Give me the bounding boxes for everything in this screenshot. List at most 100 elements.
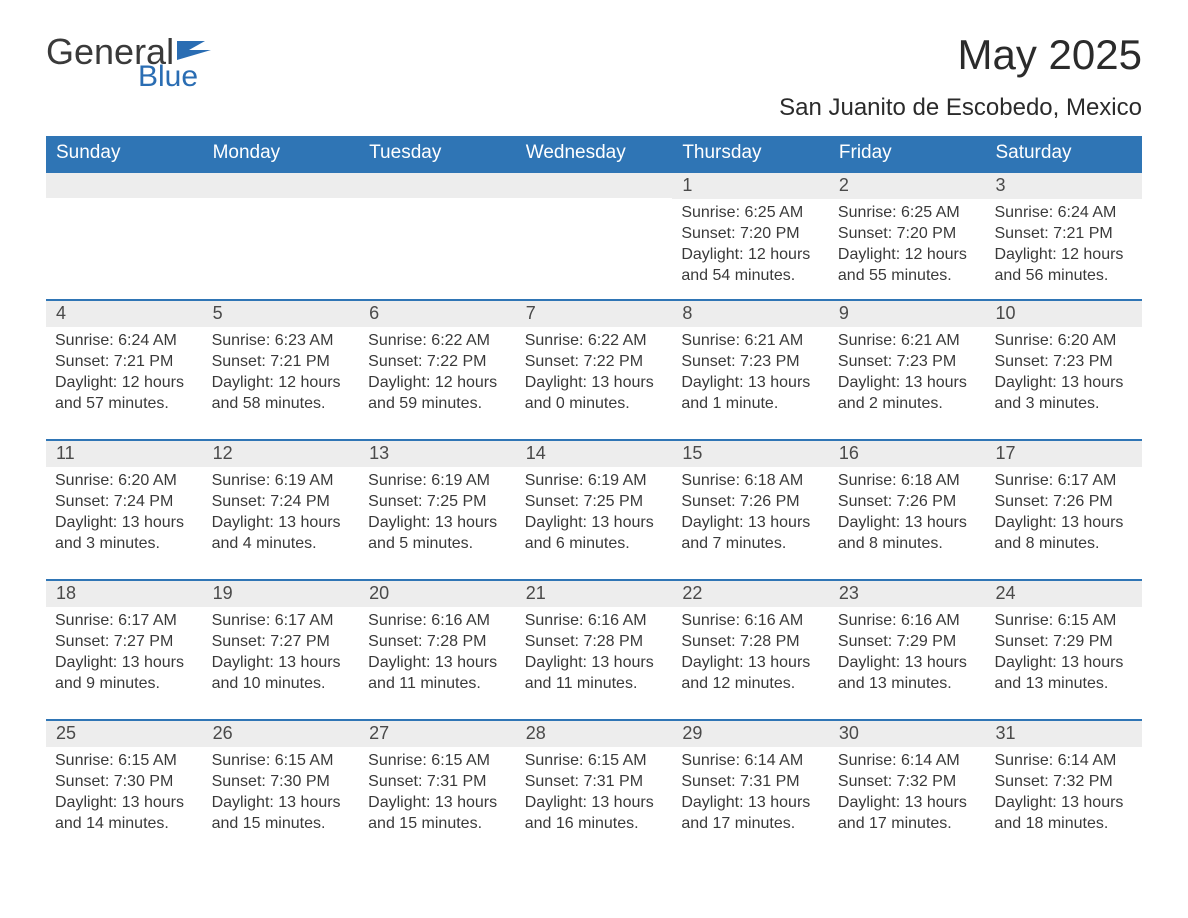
- day-cell: 18Sunrise: 6:17 AMSunset: 7:27 PMDayligh…: [46, 581, 203, 719]
- sunset-line: Sunset: 7:29 PM: [838, 631, 980, 652]
- day-details: Sunrise: 6:24 AMSunset: 7:21 PMDaylight:…: [991, 199, 1136, 286]
- day-details: Sunrise: 6:17 AMSunset: 7:26 PMDaylight:…: [991, 467, 1136, 554]
- sunset-line: Sunset: 7:27 PM: [212, 631, 354, 652]
- day-details: Sunrise: 6:16 AMSunset: 7:28 PMDaylight:…: [365, 607, 510, 694]
- sunset-line: Sunset: 7:23 PM: [838, 351, 980, 372]
- day-cell: 29Sunrise: 6:14 AMSunset: 7:31 PMDayligh…: [672, 721, 829, 859]
- daylight-line: Daylight: 13 hours and 7 minutes.: [681, 512, 823, 554]
- sunrise-line: Sunrise: 6:16 AM: [681, 610, 823, 631]
- day-number: 4: [46, 301, 203, 327]
- sunset-line: Sunset: 7:26 PM: [838, 491, 980, 512]
- sunset-line: Sunset: 7:20 PM: [681, 223, 823, 244]
- daylight-line: Daylight: 13 hours and 18 minutes.: [994, 792, 1136, 834]
- day-number: 20: [359, 581, 516, 607]
- day-number: 5: [203, 301, 360, 327]
- sunrise-line: Sunrise: 6:21 AM: [681, 330, 823, 351]
- brand-logo: General Blue: [46, 34, 211, 92]
- calendar-grid: SundayMondayTuesdayWednesdayThursdayFrid…: [46, 136, 1142, 859]
- day-details: Sunrise: 6:16 AMSunset: 7:28 PMDaylight:…: [522, 607, 667, 694]
- day-number: 10: [985, 301, 1142, 327]
- brand-word-2: Blue: [138, 62, 211, 92]
- day-number: [359, 173, 516, 198]
- day-cell: 12Sunrise: 6:19 AMSunset: 7:24 PMDayligh…: [203, 441, 360, 579]
- sunrise-line: Sunrise: 6:16 AM: [838, 610, 980, 631]
- sunrise-line: Sunrise: 6:17 AM: [212, 610, 354, 631]
- sunrise-line: Sunrise: 6:17 AM: [994, 470, 1136, 491]
- sunrise-line: Sunrise: 6:19 AM: [368, 470, 510, 491]
- day-cell: 14 Sunrise: 6:19 AMSunset: 7:25 PMDayligh…: [516, 441, 673, 579]
- weekday-header: Tuesday: [359, 136, 516, 171]
- day-cell: 15Sunrise: 6:18 AMSunset: 7:26 PMDayligh…: [672, 441, 829, 579]
- day-cell: 28Sunrise: 6:15 AMSunset: 7:31 PMDayligh…: [516, 721, 673, 859]
- daylight-line: Daylight: 13 hours and 13 minutes.: [838, 652, 980, 694]
- day-cell: 19Sunrise: 6:17 AMSunset: 7:27 PMDayligh…: [203, 581, 360, 719]
- sunset-line: Sunset: 7:25 PM: [525, 491, 667, 512]
- day-number: 2: [829, 173, 986, 199]
- day-cell: 11Sunrise: 6:20 AMSunset: 7:24 PMDayligh…: [46, 441, 203, 579]
- day-cell: 10Sunrise: 6:20 AMSunset: 7:23 PMDayligh…: [985, 301, 1142, 439]
- sunrise-line: Sunrise: 6:16 AM: [368, 610, 510, 631]
- day-cell: 20Sunrise: 6:16 AMSunset: 7:28 PMDayligh…: [359, 581, 516, 719]
- daylight-line: Daylight: 13 hours and 3 minutes.: [994, 372, 1136, 414]
- daylight-line: Daylight: 13 hours and 17 minutes.: [838, 792, 980, 834]
- day-details: Sunrise: 6:14 AMSunset: 7:32 PMDaylight:…: [835, 747, 980, 834]
- daylight-line: Daylight: 13 hours and 12 minutes.: [681, 652, 823, 694]
- weekday-header: Thursday: [672, 136, 829, 171]
- day-number: 7: [516, 301, 673, 327]
- sunrise-line: Sunrise: 6:14 AM: [681, 750, 823, 771]
- day-number: 23: [829, 581, 986, 607]
- day-cell: 5 Sunrise: 6:23 AMSunset: 7:21 PMDaylight…: [203, 301, 360, 439]
- sunset-line: Sunset: 7:26 PM: [681, 491, 823, 512]
- daylight-line: Daylight: 13 hours and 6 minutes.: [525, 512, 667, 554]
- daylight-line: Daylight: 13 hours and 2 minutes.: [838, 372, 980, 414]
- weekday-header: Saturday: [985, 136, 1142, 171]
- sunset-line: Sunset: 7:28 PM: [368, 631, 510, 652]
- day-details: Sunrise: 6:19 AMSunset: 7:24 PMDaylight:…: [209, 467, 354, 554]
- sunrise-line: Sunrise: 6:18 AM: [681, 470, 823, 491]
- day-details: Sunrise: 6:15 AMSunset: 7:31 PMDaylight:…: [522, 747, 667, 834]
- sunrise-line: Sunrise: 6:22 AM: [368, 330, 510, 351]
- day-details: Sunrise: 6:17 AMSunset: 7:27 PMDaylight:…: [52, 607, 197, 694]
- sunset-line: Sunset: 7:21 PM: [212, 351, 354, 372]
- sunset-line: Sunset: 7:22 PM: [525, 351, 667, 372]
- day-cell: 17Sunrise: 6:17 AMSunset: 7:26 PMDayligh…: [985, 441, 1142, 579]
- sunrise-line: Sunrise: 6:15 AM: [212, 750, 354, 771]
- day-number: 8: [672, 301, 829, 327]
- sunrise-line: Sunrise: 6:15 AM: [55, 750, 197, 771]
- sunrise-line: Sunrise: 6:20 AM: [994, 330, 1136, 351]
- day-details: Sunrise: 6:25 AMSunset: 7:20 PMDaylight:…: [678, 199, 823, 286]
- sunset-line: Sunset: 7:32 PM: [994, 771, 1136, 792]
- sunset-line: Sunset: 7:31 PM: [368, 771, 510, 792]
- day-cell: 25Sunrise: 6:15 AMSunset: 7:30 PMDayligh…: [46, 721, 203, 859]
- daylight-line: Daylight: 12 hours and 58 minutes.: [212, 372, 354, 414]
- week-row: 18Sunrise: 6:17 AMSunset: 7:27 PMDayligh…: [46, 579, 1142, 719]
- sunrise-line: Sunrise: 6:23 AM: [212, 330, 354, 351]
- day-number: 14: [516, 441, 673, 467]
- day-number: 30: [829, 721, 986, 747]
- day-number: 9: [829, 301, 986, 327]
- sunrise-line: Sunrise: 6:25 AM: [838, 202, 980, 223]
- day-number: 29: [672, 721, 829, 747]
- sunrise-line: Sunrise: 6:18 AM: [838, 470, 980, 491]
- weekday-header-row: SundayMondayTuesdayWednesdayThursdayFrid…: [46, 136, 1142, 171]
- sunset-line: Sunset: 7:26 PM: [994, 491, 1136, 512]
- title-block: May 2025 San Juanito de Escobedo, Mexico: [779, 34, 1142, 122]
- daylight-line: Daylight: 13 hours and 4 minutes.: [212, 512, 354, 554]
- daylight-line: Daylight: 12 hours and 56 minutes.: [994, 244, 1136, 286]
- day-details: Sunrise: 6:20 AMSunset: 7:23 PMDaylight:…: [991, 327, 1136, 414]
- sunrise-line: Sunrise: 6:21 AM: [838, 330, 980, 351]
- day-number: 12: [203, 441, 360, 467]
- sunrise-line: Sunrise: 6:19 AM: [525, 470, 667, 491]
- sunset-line: Sunset: 7:29 PM: [994, 631, 1136, 652]
- daylight-line: Daylight: 12 hours and 59 minutes.: [368, 372, 510, 414]
- day-details: Sunrise: 6:18 AMSunset: 7:26 PMDaylight:…: [678, 467, 823, 554]
- day-cell: 6Sunrise: 6:22 AMSunset: 7:22 PMDaylight…: [359, 301, 516, 439]
- day-number: 6: [359, 301, 516, 327]
- page-title: May 2025: [779, 34, 1142, 76]
- sunset-line: Sunset: 7:24 PM: [55, 491, 197, 512]
- day-cell: [203, 173, 360, 299]
- sunset-line: Sunset: 7:31 PM: [525, 771, 667, 792]
- daylight-line: Daylight: 13 hours and 15 minutes.: [212, 792, 354, 834]
- day-number: 19: [203, 581, 360, 607]
- day-cell: 27Sunrise: 6:15 AMSunset: 7:31 PMDayligh…: [359, 721, 516, 859]
